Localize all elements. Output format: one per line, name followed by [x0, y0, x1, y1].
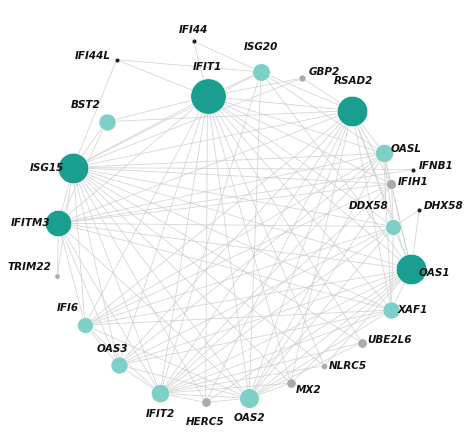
- Text: IFI6: IFI6: [57, 303, 79, 313]
- Point: [103, 118, 110, 125]
- Point: [55, 220, 62, 227]
- Point: [380, 150, 387, 157]
- Text: IFIH1: IFIH1: [397, 177, 428, 187]
- Point: [115, 361, 122, 368]
- Point: [287, 380, 294, 387]
- Point: [257, 69, 265, 76]
- Point: [408, 266, 415, 273]
- Point: [202, 399, 210, 406]
- Point: [388, 180, 395, 187]
- Point: [113, 56, 120, 63]
- Text: IFIT2: IFIT2: [146, 409, 175, 419]
- Text: MX2: MX2: [296, 385, 321, 395]
- Point: [190, 38, 198, 45]
- Text: GBP2: GBP2: [309, 67, 340, 77]
- Point: [204, 93, 211, 100]
- Text: IFITM3: IFITM3: [11, 218, 51, 228]
- Text: OAS1: OAS1: [419, 268, 450, 279]
- Text: RSAD2: RSAD2: [334, 76, 374, 86]
- Point: [415, 207, 423, 214]
- Text: IFI44: IFI44: [179, 24, 209, 35]
- Text: OAS2: OAS2: [233, 413, 265, 423]
- Point: [54, 273, 61, 280]
- Point: [358, 339, 365, 346]
- Text: IFIT1: IFIT1: [193, 62, 222, 72]
- Text: ISG20: ISG20: [244, 41, 278, 52]
- Point: [69, 164, 77, 171]
- Text: OASL: OASL: [391, 144, 422, 154]
- Text: NLRC5: NLRC5: [329, 361, 367, 371]
- Point: [156, 390, 164, 397]
- Point: [388, 307, 395, 314]
- Text: TRIM22: TRIM22: [8, 262, 51, 272]
- Text: OAS3: OAS3: [97, 344, 128, 354]
- Text: IFI44L: IFI44L: [75, 51, 111, 61]
- Text: IFNB1: IFNB1: [419, 161, 453, 170]
- Text: DHX58: DHX58: [424, 201, 464, 211]
- Text: XAF1: XAF1: [397, 305, 428, 315]
- Point: [245, 395, 253, 402]
- Point: [81, 321, 89, 328]
- Text: UBE2L6: UBE2L6: [367, 336, 411, 345]
- Point: [320, 362, 328, 369]
- Text: DDX58: DDX58: [348, 201, 388, 211]
- Text: HERC5: HERC5: [186, 417, 225, 427]
- Point: [410, 166, 417, 173]
- Point: [348, 107, 356, 114]
- Text: ISG15: ISG15: [30, 162, 64, 173]
- Text: BST2: BST2: [71, 100, 101, 109]
- Point: [390, 223, 397, 230]
- Point: [299, 74, 306, 81]
